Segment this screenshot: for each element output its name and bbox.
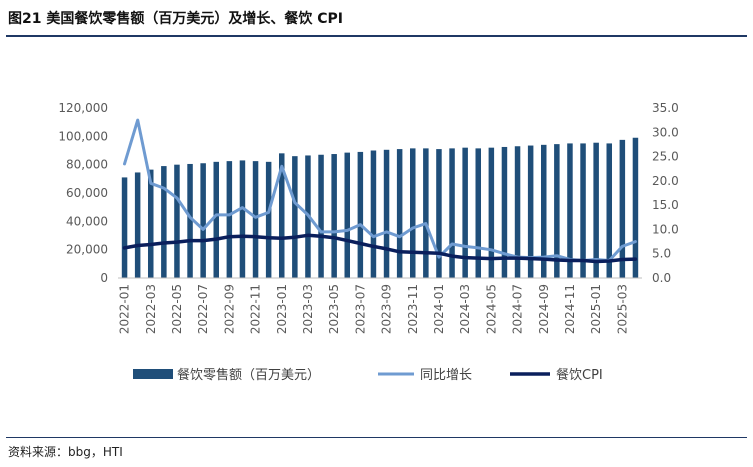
x-tick-label: 2022-05 <box>170 284 184 334</box>
bar-2024-08 <box>527 145 534 278</box>
bar-2024-04 <box>475 148 482 278</box>
bar-2023-09 <box>383 149 390 278</box>
bar-2025-01 <box>593 142 599 278</box>
bar-2022-06 <box>187 163 193 278</box>
left-tick-label: 40,000 <box>66 214 108 228</box>
right-tick-label: 35.0 <box>652 101 679 115</box>
right-tick-label: 0.0 <box>652 271 671 285</box>
left-tick-label: 20,000 <box>66 243 108 257</box>
x-tick-label: 2022-01 <box>118 284 132 334</box>
bar-2022-11 <box>252 161 259 278</box>
bar-2023-07 <box>357 151 364 278</box>
right-tick-label: 15.0 <box>652 198 679 212</box>
x-tick-label: 2023-11 <box>406 284 420 334</box>
x-tick-label: 2024-03 <box>458 284 472 334</box>
x-tick-label: 2022-11 <box>249 284 263 334</box>
legend: 餐饮零售额（百万美元） 同比增长 餐饮CPI <box>133 367 603 383</box>
bar-2022-12 <box>265 161 272 278</box>
combo-chart: 020,00040,00060,00080,000100,000120,000 … <box>58 101 679 383</box>
bar-2025-04 <box>632 137 639 278</box>
bar-2024-12 <box>580 143 586 278</box>
left-tick-label: 80,000 <box>66 158 108 172</box>
bar-2023-02 <box>292 156 298 278</box>
bar-2024-11 <box>567 143 573 278</box>
x-tick-label: 2022-09 <box>222 284 236 334</box>
bar-2024-10 <box>554 144 560 278</box>
bar-2023-04 <box>318 154 324 278</box>
bar-2022-07 <box>200 163 206 278</box>
bar-2025-02 <box>606 143 613 278</box>
bar-2023-11 <box>409 148 416 278</box>
left-tick-label: 120,000 <box>58 101 108 115</box>
x-axis: 2022-01 2022-03 2022-05 2022-07 2022-09 2022-… <box>118 277 642 334</box>
right-axis: 0.0 5.0 10.0 15.0 20.0 25.0 30.0 35.0 <box>652 101 679 285</box>
legend-label-cpi: 餐饮CPI <box>556 367 603 383</box>
left-axis: 0 20,000 40,000 60,000 80,000 100,000 120,000 <box>58 101 108 285</box>
bar-2024-02 <box>449 148 455 278</box>
x-tick-label: 2023-03 <box>301 284 315 334</box>
left-tick-label: 100,000 <box>58 129 108 143</box>
bar-2022-08 <box>213 161 220 278</box>
x-tick-label: 2024-11 <box>563 284 577 334</box>
bar-2025-03 <box>619 139 626 278</box>
bar-2024-09 <box>540 144 547 278</box>
x-tick-label: 2022-07 <box>196 284 210 334</box>
x-tick-label: 2023-09 <box>380 284 394 334</box>
legend-swatch-sales <box>133 369 173 379</box>
right-tick-label: 20.0 <box>652 174 679 188</box>
bar-2022-02 <box>134 172 141 278</box>
bar-2024-03 <box>462 147 468 278</box>
bar-2022-10 <box>239 160 246 278</box>
x-tick-label: 2024-01 <box>432 284 446 334</box>
bar-2024-06 <box>501 146 508 278</box>
food-cpi-line <box>122 233 638 264</box>
bar-2023-12 <box>423 148 429 278</box>
bar-2024-01 <box>436 149 442 278</box>
yoy-growth-line <box>123 118 637 262</box>
bar-2022-04 <box>161 166 167 278</box>
bar-2023-01 <box>278 153 285 278</box>
bar-2024-07 <box>514 146 521 278</box>
bar-2022-05 <box>174 164 180 278</box>
bar-2023-08 <box>370 150 377 278</box>
bar-2022-01 <box>121 177 128 278</box>
legend-label-sales: 餐饮零售额（百万美元） <box>177 367 320 383</box>
bar-2023-06 <box>344 152 351 278</box>
bar-2024-05 <box>488 147 495 278</box>
x-tick-label: 2025-03 <box>615 284 629 334</box>
bar-2023-10 <box>396 149 403 278</box>
title-rule <box>6 35 747 37</box>
bar-series <box>121 137 639 278</box>
x-tick-label: 2022-03 <box>144 284 158 334</box>
x-tick-label: 2023-05 <box>327 284 341 334</box>
bar-2022-03 <box>147 169 154 278</box>
right-tick-label: 30.0 <box>652 125 679 139</box>
right-tick-label: 25.0 <box>652 150 679 164</box>
line-series <box>122 118 638 264</box>
x-tick-label: 2024-05 <box>484 284 498 334</box>
bar-2023-05 <box>331 154 337 278</box>
right-tick-label: 10.0 <box>652 222 679 236</box>
x-tick-label: 2023-01 <box>275 284 289 334</box>
x-tick-label: 2024-07 <box>511 284 525 334</box>
left-tick-label: 0 <box>100 271 108 285</box>
bar-2022-09 <box>226 161 233 278</box>
source-rule <box>6 437 747 438</box>
x-tick-label: 2024-09 <box>537 284 551 334</box>
x-tick-label: 2025-01 <box>589 284 603 334</box>
x-tick-label: 2023-07 <box>353 284 367 334</box>
legend-label-growth: 同比增长 <box>420 368 472 383</box>
source-note: 资料来源：bbg，HTI <box>8 445 123 459</box>
left-tick-label: 60,000 <box>66 186 108 200</box>
figure-title: 图21 美国餐饮零售额（百万美元）及增长、餐饮 CPI <box>8 11 343 27</box>
right-tick-label: 5.0 <box>652 247 671 261</box>
